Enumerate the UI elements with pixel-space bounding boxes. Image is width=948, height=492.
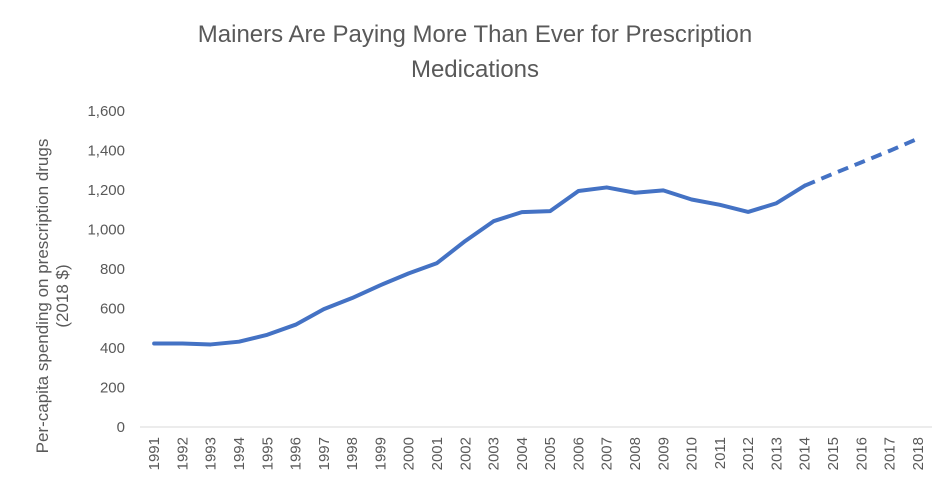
- y-tick-label: 1,000: [87, 222, 125, 239]
- data-point-2001: [435, 261, 439, 265]
- y-tick-label: 400: [100, 340, 125, 357]
- x-tick-label: 2005: [542, 437, 559, 470]
- data-point-2013: [774, 201, 778, 205]
- y-axis-title-line-2: (2018 $): [53, 264, 72, 327]
- y-tick-labels: 0 200 400 600 800 1,000 1,200 1,400 1,600: [87, 103, 125, 436]
- x-tick-labels: 1991 1992 1993 1994 1995 1996 1997 1998 1999 2000…: [146, 437, 927, 470]
- data-point-2007: [605, 185, 609, 189]
- y-tick-label: 1,400: [87, 143, 125, 160]
- data-point-2008: [633, 191, 637, 195]
- x-tick-label: 2002: [457, 437, 474, 470]
- x-tick-label: 2007: [599, 437, 616, 470]
- data-point-2004: [520, 210, 524, 214]
- x-tick-label: 2008: [627, 437, 644, 470]
- x-tick-label: 1998: [344, 437, 361, 470]
- data-point-1991: [152, 341, 156, 345]
- data-point-1997: [322, 307, 326, 311]
- data-point-2000: [407, 271, 411, 275]
- data-point-1999: [378, 283, 382, 287]
- data-point-2018-projected: [916, 137, 920, 141]
- x-tick-label: 1996: [288, 437, 305, 470]
- x-tick-label: 2016: [853, 437, 870, 470]
- x-tick-label: 1992: [174, 437, 191, 470]
- y-tick-label: 800: [100, 261, 125, 278]
- data-point-2006: [576, 189, 580, 193]
- data-point-1994: [237, 340, 241, 344]
- x-tick-label: 2017: [882, 437, 899, 470]
- data-point-2003: [492, 219, 496, 223]
- data-point-2016-projected: [859, 160, 863, 164]
- series-layer: [152, 136, 920, 347]
- data-point-1995: [265, 333, 269, 337]
- chart-title-line-2: Medications: [411, 56, 539, 83]
- x-tick-label: 2000: [401, 437, 418, 470]
- data-point-2009: [661, 188, 665, 192]
- y-tick-label: 1,600: [87, 103, 125, 120]
- data-point-1998: [350, 296, 354, 300]
- x-tick-label: 2003: [486, 437, 503, 470]
- x-tick-label: 1991: [146, 437, 163, 470]
- data-point-2015-projected: [831, 172, 835, 176]
- x-tick-label: 1994: [231, 437, 248, 470]
- data-point-2017-projected: [888, 149, 892, 153]
- chart-title-line-1: Mainers Are Paying More Than Ever for Pr…: [198, 21, 752, 48]
- x-tick-label: 1995: [259, 437, 276, 470]
- data-point-1996: [294, 323, 298, 327]
- x-tick-label: 2013: [768, 437, 785, 470]
- x-tick-label: 2018: [910, 437, 927, 470]
- x-tick-label: 2012: [740, 437, 757, 470]
- y-tick-label: 600: [100, 301, 125, 318]
- data-point-2014-projected: [803, 184, 807, 188]
- data-point-2010: [690, 197, 694, 201]
- x-tick-label: 2001: [429, 437, 446, 470]
- data-point-1993: [209, 342, 213, 346]
- x-tick-label: 2014: [797, 437, 814, 470]
- x-tick-label: 2004: [514, 437, 531, 470]
- x-tick-label: 2015: [825, 437, 842, 470]
- x-tick-label: 2009: [655, 437, 672, 470]
- series-line-projected: [803, 136, 919, 188]
- x-tick-label: 1993: [203, 437, 220, 470]
- y-axis-title-line-1: Per-capita spending on prescription drug…: [33, 139, 52, 454]
- series-line-actual: [152, 183, 807, 347]
- y-tick-label: 1,200: [87, 182, 125, 199]
- data-point-2002: [463, 239, 467, 243]
- data-point-2011: [718, 203, 722, 207]
- x-tick-label: 2010: [684, 437, 701, 470]
- y-tick-label: 0: [117, 419, 125, 436]
- x-tick-label: 2011: [712, 437, 729, 469]
- x-tick-label: 2006: [570, 437, 587, 470]
- data-point-2012: [746, 210, 750, 214]
- x-tick-label: 1999: [372, 437, 389, 470]
- y-tick-label: 200: [100, 380, 125, 397]
- data-point-1992: [180, 341, 184, 345]
- x-tick-label: 1997: [316, 437, 333, 470]
- data-point-2005: [548, 209, 552, 213]
